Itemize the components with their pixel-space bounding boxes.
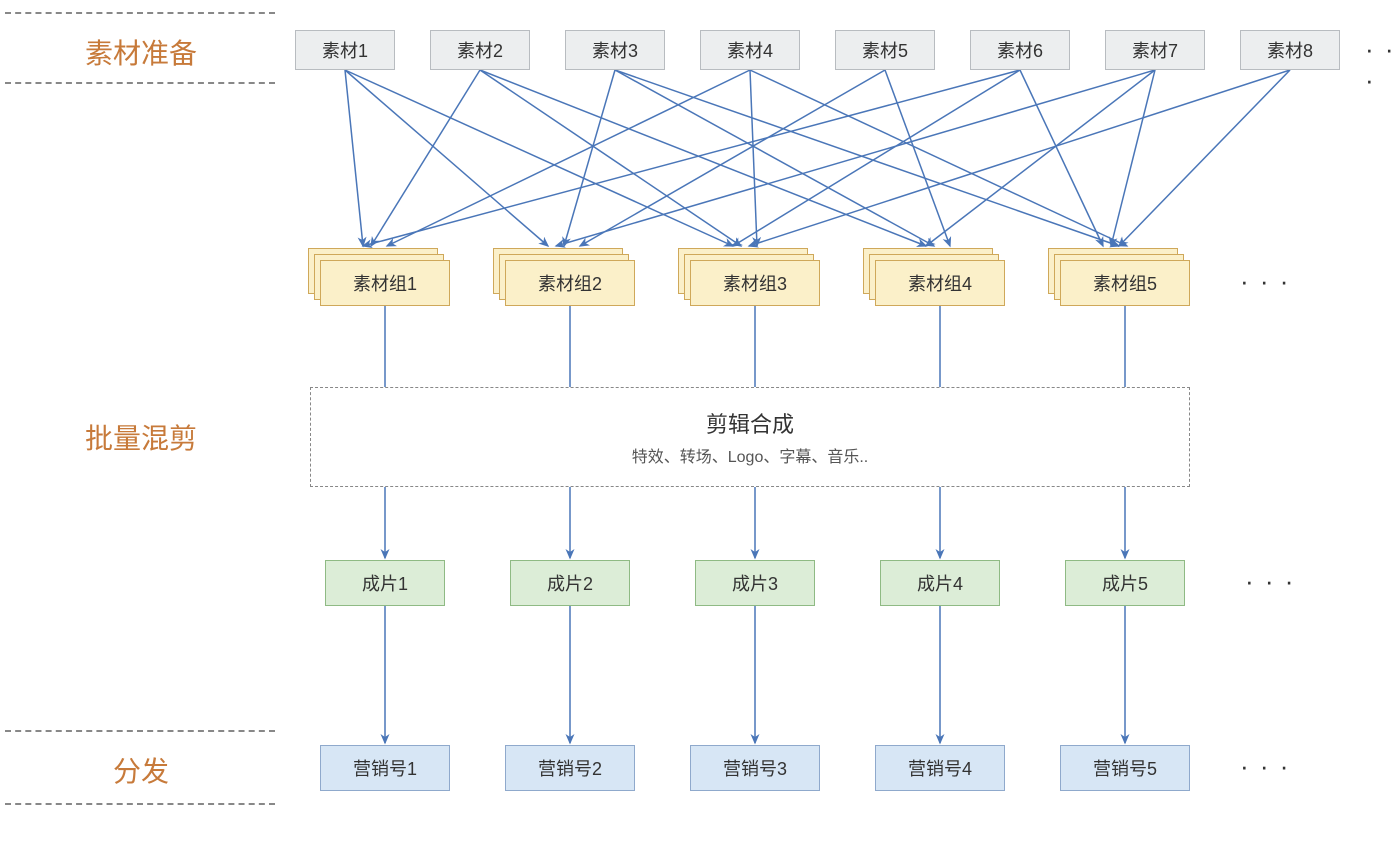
editing-title: 剪辑合成 [706,407,794,439]
distribution-box: 营销号5 [1060,745,1190,791]
ellipsis: · · · [1240,751,1290,782]
output-box: 成片1 [325,560,445,606]
editing-subtitle: 特效、转场、Logo、字幕、音乐.. [632,443,869,467]
output-box: 成片2 [510,560,630,606]
output-box: 成片3 [695,560,815,606]
material-box: 素材7 [1105,30,1205,70]
divider [5,730,275,732]
ellipsis: · · · [1365,34,1400,96]
material-box: 素材8 [1240,30,1340,70]
ellipsis: · · · [1245,566,1295,597]
distribution-box: 营销号4 [875,745,1005,791]
material-box: 素材1 [295,30,395,70]
ellipsis: · · · [1240,266,1290,297]
divider [5,803,275,805]
divider [5,12,275,14]
material-box: 素材3 [565,30,665,70]
material-box: 素材4 [700,30,800,70]
material-box: 素材2 [430,30,530,70]
group-box: 素材组4 [875,260,1005,306]
output-box: 成片5 [1065,560,1185,606]
section-label-dist: 分发 [113,750,169,790]
group-box: 素材组2 [505,260,635,306]
material-box: 素材5 [835,30,935,70]
editing-composite-box: 剪辑合成 特效、转场、Logo、字幕、音乐.. [310,387,1190,487]
section-label-prep: 素材准备 [85,32,197,72]
output-box: 成片4 [880,560,1000,606]
distribution-box: 营销号3 [690,745,820,791]
group-box: 素材组1 [320,260,450,306]
section-label-mix: 批量混剪 [85,417,197,457]
group-box: 素材组3 [690,260,820,306]
group-box: 素材组5 [1060,260,1190,306]
divider [5,82,275,84]
material-box: 素材6 [970,30,1070,70]
distribution-box: 营销号1 [320,745,450,791]
distribution-box: 营销号2 [505,745,635,791]
